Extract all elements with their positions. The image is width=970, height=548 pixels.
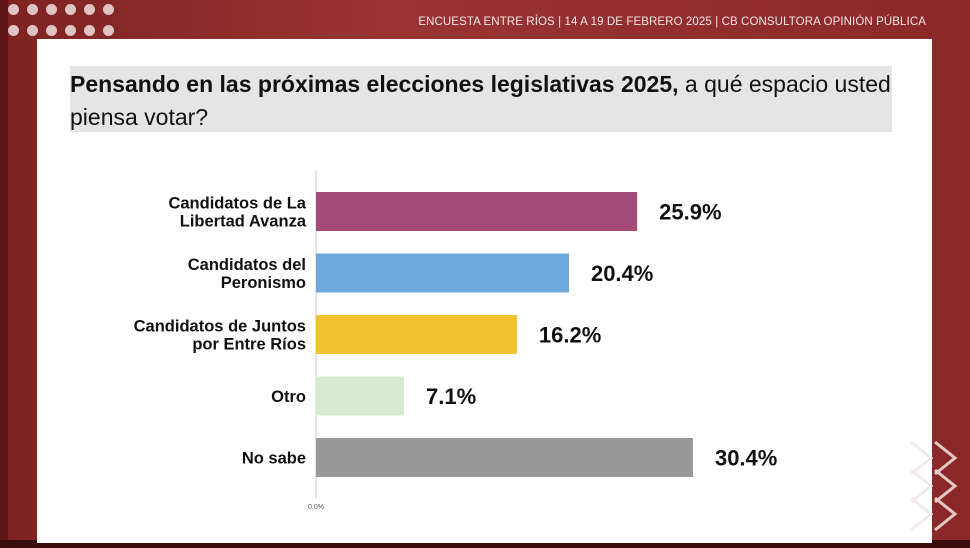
- value-label-3: 7.1%: [426, 384, 476, 409]
- bar-0: [316, 192, 638, 231]
- value-label-0: 25.9%: [659, 200, 721, 225]
- value-label-1: 20.4%: [591, 261, 653, 286]
- value-label-4: 30.4%: [715, 446, 777, 471]
- category-label-line: Candidatos de Juntos: [134, 318, 306, 336]
- category-label-line: Libertad Avanza: [180, 213, 307, 231]
- category-label-line: por Entre Ríos: [192, 336, 306, 354]
- category-label-3: Otro: [271, 388, 306, 406]
- category-label-line: Peronismo: [221, 274, 306, 292]
- category-label-line: Candidatos de La: [168, 195, 306, 213]
- survey-header: ENCUESTA ENTRE RÍOS | 14 A 19 DE FEBRERO…: [418, 16, 926, 28]
- question-title-rest: a qué espacio usted piensa votar?: [70, 71, 891, 130]
- category-label-1: Candidatos del Peronismo: [188, 256, 306, 292]
- category-label-line: Candidatos del: [188, 256, 306, 274]
- question-box: Pensando en las próximas elecciones legi…: [70, 66, 892, 132]
- bar-1: [316, 253, 569, 293]
- category-label-line: No sabe: [242, 450, 306, 468]
- x-axis-origin-label: 0.0%: [308, 504, 324, 511]
- bar-3: [316, 376, 405, 416]
- chevron-pattern-decoration: [910, 440, 958, 532]
- bottom-edge-strip: [0, 540, 970, 548]
- question-title: Pensando en las próximas elecciones legi…: [70, 66, 892, 134]
- category-label-0: Candidatos de La Libertad Avanza: [168, 195, 306, 231]
- category-label-line: Otro: [271, 388, 306, 406]
- question-title-bold: Pensando en las próximas elecciones legi…: [70, 71, 679, 97]
- bar-2: [316, 315, 517, 354]
- category-label-4: No sabe: [242, 450, 306, 468]
- bar-4: [316, 438, 693, 477]
- value-label-2: 16.2%: [539, 323, 601, 348]
- category-label-2: Candidatos de Juntos por Entre Ríos: [134, 318, 306, 354]
- left-edge-strip: [0, 0, 8, 548]
